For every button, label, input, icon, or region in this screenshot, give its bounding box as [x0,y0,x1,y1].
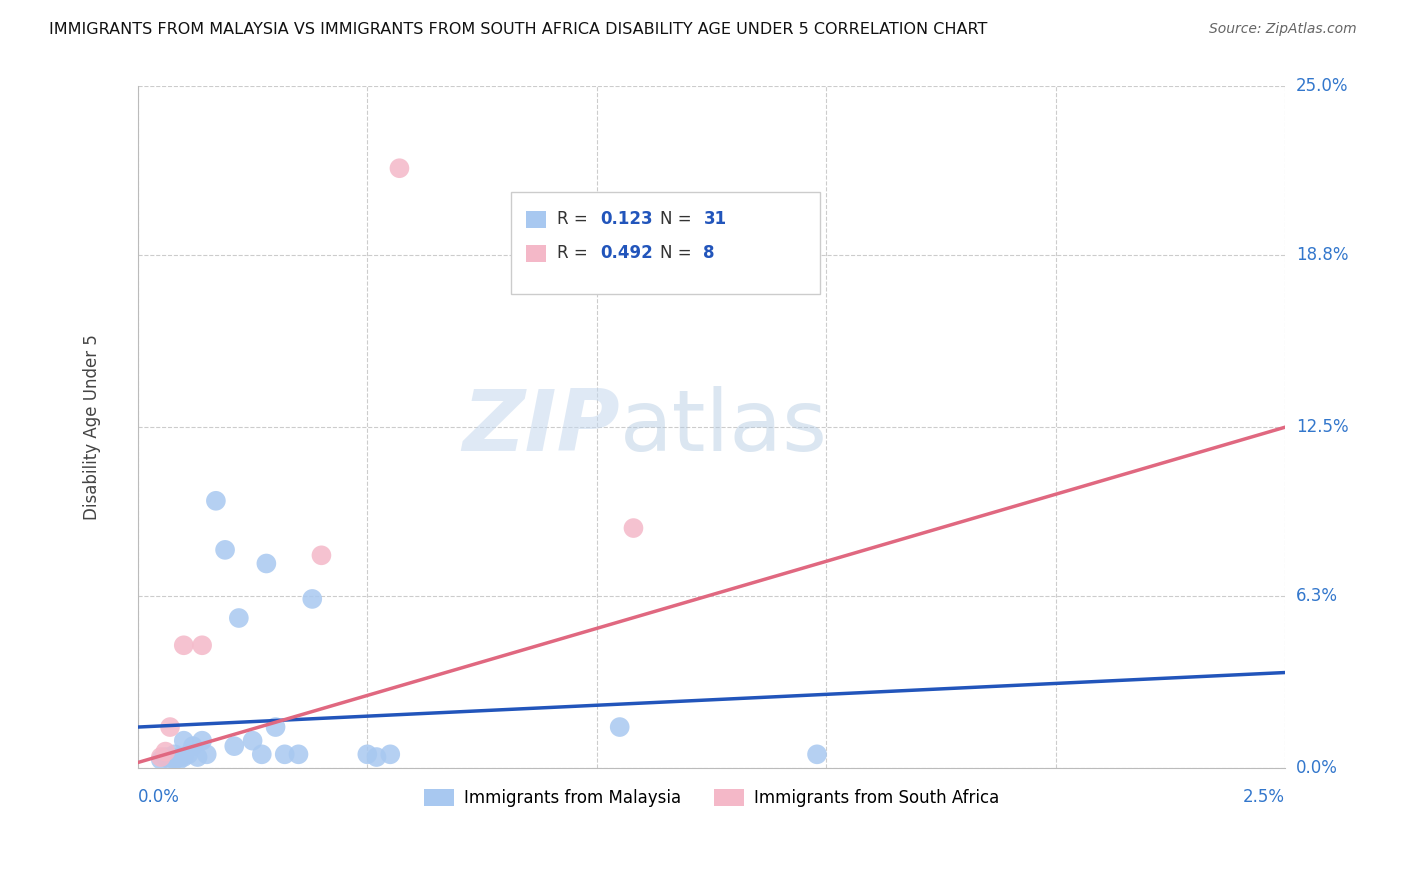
Point [191,638,214,652]
Text: 0.0%: 0.0% [1296,759,1339,777]
Point [380,747,402,762]
Text: 31: 31 [703,211,727,228]
Point [228,611,250,625]
Point [155,750,177,764]
Text: R =: R = [557,244,592,262]
Point [214,542,236,557]
Text: 25.0%: 25.0% [1296,78,1348,95]
Point [173,733,195,747]
Point [388,161,411,176]
Text: Disability Age Under 5: Disability Age Under 5 [83,334,101,520]
Point [224,739,246,753]
Text: IMMIGRANTS FROM MALAYSIA VS IMMIGRANTS FROM SOUTH AFRICA DISABILITY AGE UNDER 5 : IMMIGRANTS FROM MALAYSIA VS IMMIGRANTS F… [49,22,987,37]
Text: atlas: atlas [620,385,828,468]
Point [195,747,218,762]
Bar [526,211,547,227]
Point [609,720,631,734]
Text: 18.8%: 18.8% [1296,246,1348,264]
Bar [526,245,547,262]
Point [163,753,186,767]
Text: 0.492: 0.492 [600,244,652,262]
Point [159,750,181,764]
Point [205,493,228,508]
Point [163,747,186,762]
Text: Source: ZipAtlas.com: Source: ZipAtlas.com [1209,22,1357,37]
Text: R =: R = [557,211,592,228]
Point [250,747,273,762]
Point [287,747,309,762]
Point [254,557,277,571]
Point [186,750,208,764]
Point [356,747,378,762]
Text: N =: N = [659,211,697,228]
Text: 0.0%: 0.0% [138,789,180,806]
Point [264,720,287,734]
Text: ZIP: ZIP [463,385,620,468]
Point [149,750,172,764]
Point [159,753,181,767]
Text: 8: 8 [703,244,716,262]
Point [149,753,172,767]
Point [274,747,297,762]
Text: 0.123: 0.123 [600,211,652,228]
Point [311,549,333,563]
FancyBboxPatch shape [510,192,821,294]
Text: N =: N = [659,244,697,262]
Point [181,739,204,753]
Point [167,750,190,764]
Point [242,733,264,747]
Text: 2.5%: 2.5% [1243,789,1285,806]
Text: 6.3%: 6.3% [1296,587,1339,605]
Point [173,638,195,652]
Point [301,591,323,606]
Legend: Immigrants from Malaysia, Immigrants from South Africa: Immigrants from Malaysia, Immigrants fro… [418,782,1007,814]
Text: 12.5%: 12.5% [1296,418,1348,436]
Point [623,521,645,535]
Point [191,733,214,747]
Point [366,750,388,764]
Point [159,720,181,734]
Point [177,747,200,762]
Point [806,747,828,762]
Point [173,750,195,764]
Point [167,753,190,767]
Point [155,745,177,759]
